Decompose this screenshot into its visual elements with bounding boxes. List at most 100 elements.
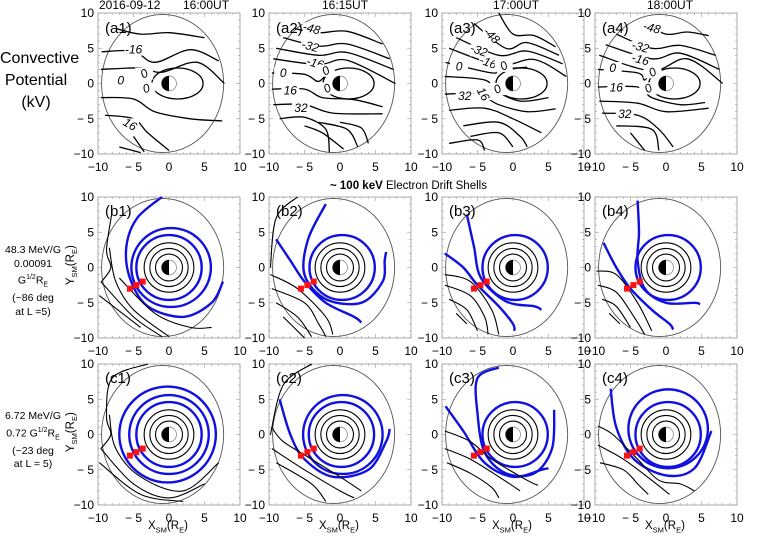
y-tick-label: −10 bbox=[571, 331, 592, 345]
panel-id: (c3) bbox=[449, 370, 475, 387]
x-tick-label: 0 bbox=[166, 344, 173, 358]
x-title-rest: (R bbox=[510, 520, 524, 532]
x-tick-label: 0 bbox=[663, 160, 670, 174]
x-tick-label: 5 bbox=[201, 511, 208, 525]
x-tick-label: 10 bbox=[404, 344, 418, 358]
model-boundary bbox=[445, 13, 569, 154]
x-tick-label: −10 bbox=[432, 511, 453, 525]
y-tick-label: 0 bbox=[258, 77, 265, 91]
row-b-k: 0.00091 G1/2RE bbox=[0, 258, 66, 293]
y-tick-label: 5 bbox=[431, 392, 438, 406]
x-tick-label: − 5 bbox=[469, 511, 486, 525]
y-tick-label: −10 bbox=[571, 147, 592, 161]
row-a-label-line1: Convective bbox=[0, 50, 80, 67]
x-title-rest: (R bbox=[337, 520, 351, 532]
contour-label-bg bbox=[291, 102, 310, 115]
row-b-lshell: at L =5) bbox=[15, 305, 51, 318]
drift-shell-inner bbox=[493, 414, 533, 455]
satellite-marker bbox=[310, 278, 317, 285]
y-tick-label: 10 bbox=[578, 6, 592, 20]
drift-shell-blue bbox=[627, 388, 710, 470]
drift-shell-outer bbox=[275, 462, 327, 502]
potential-contour bbox=[597, 85, 706, 106]
row-b-label: 48.3 MeV/G 0.00091 G1/2RE (~86 deg at L … bbox=[0, 244, 66, 319]
row-b-k-sub: E bbox=[43, 281, 49, 289]
potential-contour bbox=[470, 131, 514, 148]
satellite-marker bbox=[470, 452, 477, 459]
contour-label: 0 bbox=[141, 81, 152, 97]
contour-label-bg bbox=[643, 66, 662, 79]
x-axis-title-col3: XSM(RE) bbox=[492, 520, 532, 534]
x-title-sub2: E bbox=[350, 525, 356, 535]
x-tick-label: 0 bbox=[166, 511, 173, 525]
satellite-marker bbox=[126, 452, 133, 459]
row-a-label-line3: (kV) bbox=[21, 94, 51, 111]
contour-label-bg bbox=[639, 82, 658, 95]
model-boundary bbox=[445, 197, 569, 338]
drift-shell-outer bbox=[270, 274, 334, 335]
x-tick-label: 10 bbox=[233, 160, 247, 174]
x-tick-label: 5 bbox=[372, 160, 379, 174]
time-label-col2: 16:15UT bbox=[322, 0, 369, 12]
drift-shell-outer bbox=[271, 288, 327, 337]
drift-shell-inner bbox=[651, 253, 681, 282]
y-tick-label: 5 bbox=[258, 225, 265, 239]
potential-contour bbox=[101, 49, 219, 63]
y-tick-label: 5 bbox=[431, 225, 438, 239]
satellite-marker bbox=[630, 282, 637, 289]
x-tick-label: 0 bbox=[663, 511, 670, 525]
drift-shell-blue bbox=[634, 400, 702, 469]
drift-shell-blue bbox=[308, 233, 376, 302]
x-title-end: ) bbox=[355, 520, 359, 532]
y-tick-label: 5 bbox=[87, 392, 94, 406]
contour-label: -32 bbox=[300, 37, 321, 55]
row-b-pitch: (~86 deg bbox=[12, 292, 54, 305]
x-tick-label: − 5 bbox=[125, 511, 142, 525]
satellite-marker bbox=[297, 452, 304, 459]
drift-shell-blue-open bbox=[474, 366, 556, 478]
drift-shell-blue bbox=[481, 233, 549, 302]
row-a-label: Convective Potential (kV) bbox=[0, 48, 80, 114]
drift-shell-blue-open bbox=[124, 196, 225, 319]
x-tick-label: 5 bbox=[372, 511, 379, 525]
y-tick-label: 0 bbox=[258, 428, 265, 442]
x-tick-label: 5 bbox=[372, 344, 379, 358]
satellite-marker bbox=[477, 282, 484, 289]
row-c-mu: 6.72 MeV/G bbox=[4, 410, 62, 422]
earth-night-side-icon bbox=[505, 427, 513, 442]
earth-night-side-icon bbox=[505, 260, 513, 275]
drift-shell-inner bbox=[154, 420, 184, 449]
y-tick-label: − 5 bbox=[574, 296, 591, 310]
drift-shell-inner bbox=[498, 420, 528, 449]
x-tick-label: 10 bbox=[577, 344, 591, 358]
y-tick-label: − 5 bbox=[421, 463, 438, 477]
contour-label-bg bbox=[631, 53, 650, 66]
y-tick-label: − 5 bbox=[574, 463, 591, 477]
x-tick-label: −10 bbox=[88, 344, 109, 358]
x-tick-label: 0 bbox=[337, 344, 344, 358]
y-tick-label: − 5 bbox=[77, 463, 94, 477]
x-tick-label: 5 bbox=[201, 160, 208, 174]
contour-label-bg bbox=[301, 40, 320, 53]
drift-shell-outer bbox=[100, 281, 163, 338]
earth-night-side-icon bbox=[658, 427, 666, 442]
earth-night-side-icon bbox=[505, 76, 513, 91]
x-tick-label: −10 bbox=[585, 511, 606, 525]
x-tick-label: − 5 bbox=[296, 344, 313, 358]
y-tick-label: 10 bbox=[81, 190, 95, 204]
contour-label-bg bbox=[474, 88, 493, 101]
potential-contour bbox=[448, 47, 567, 78]
earth-night-side-icon bbox=[658, 76, 666, 91]
model-boundary bbox=[101, 364, 225, 505]
x-tick-label: 0 bbox=[663, 344, 670, 358]
drift-shell-blue bbox=[481, 400, 549, 469]
y-tick-label: 10 bbox=[425, 190, 439, 204]
x-tick-label: − 5 bbox=[622, 160, 639, 174]
y-tick-label: 0 bbox=[584, 428, 591, 442]
drift-shell-blue-open bbox=[302, 203, 388, 306]
drift-shell-inner bbox=[646, 247, 686, 288]
earth-night-side-icon bbox=[332, 260, 340, 275]
x-tick-label: 0 bbox=[510, 160, 517, 174]
